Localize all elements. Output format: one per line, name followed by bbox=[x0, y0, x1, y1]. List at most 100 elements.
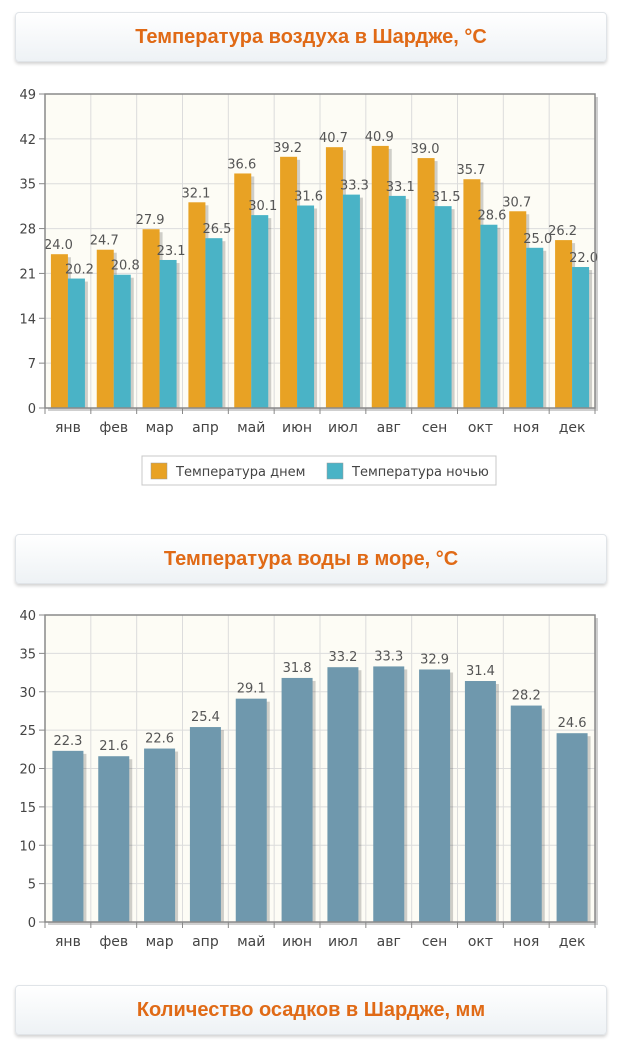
y-tick-label: 14 bbox=[19, 312, 36, 327]
water-temperature-header: Температура воды в море, °C bbox=[15, 534, 607, 584]
air-temperature-chart: 0 7 14 21 28 35 42 49 янв фев мар апр май июн июл авг се… bbox=[19, 88, 598, 486]
data-label: 22.0 bbox=[569, 251, 598, 266]
bar-night bbox=[113, 274, 131, 408]
data-label: 33.3 bbox=[340, 179, 369, 194]
x-tick-label: янв bbox=[55, 934, 81, 950]
air-temperature-title: Температура воздуха в Шардже, °C bbox=[135, 25, 487, 48]
data-label: 21.6 bbox=[99, 739, 128, 754]
air-temperature-header: Температура воздуха в Шардже, °C bbox=[15, 12, 607, 62]
data-label: 29.1 bbox=[237, 682, 266, 697]
data-label: 20.2 bbox=[65, 263, 94, 278]
plot-border bbox=[44, 614, 596, 923]
data-label: 27.9 bbox=[136, 213, 165, 228]
x-tick-label: окт bbox=[468, 934, 493, 950]
bar-day bbox=[509, 211, 527, 408]
bar-day bbox=[463, 179, 481, 408]
data-label: 33.2 bbox=[328, 650, 357, 665]
y-tick-label: 35 bbox=[19, 647, 36, 662]
data-label: 23.1 bbox=[157, 244, 186, 259]
bar-day bbox=[280, 156, 298, 408]
bar-night bbox=[159, 259, 177, 408]
bar-day bbox=[325, 147, 343, 408]
bar-day bbox=[417, 158, 435, 408]
x-tick-label: май bbox=[237, 934, 265, 950]
bar-night bbox=[205, 238, 223, 408]
data-label: 26.2 bbox=[548, 224, 577, 239]
bar-water bbox=[144, 748, 176, 922]
data-label: 31.5 bbox=[432, 190, 461, 205]
x-tick-label: июл bbox=[328, 420, 358, 436]
data-label: 30.1 bbox=[248, 199, 277, 214]
plot-border bbox=[44, 93, 596, 409]
y-tick-label: 28 bbox=[19, 223, 36, 238]
bar-water bbox=[510, 705, 542, 922]
x-tick-label: мар bbox=[146, 420, 174, 436]
bar-day bbox=[371, 145, 389, 408]
x-tick-label: мар bbox=[146, 934, 174, 950]
x-tick-label: авг bbox=[377, 420, 401, 436]
y-tick-label: 30 bbox=[19, 686, 36, 701]
legend-box bbox=[141, 455, 497, 486]
bar-water bbox=[327, 667, 359, 922]
bar-night bbox=[434, 206, 452, 408]
data-label: 33.1 bbox=[386, 180, 415, 195]
bar-water bbox=[189, 727, 221, 922]
data-label: 31.6 bbox=[294, 190, 323, 205]
bar-day bbox=[188, 202, 206, 408]
data-label: 26.5 bbox=[202, 222, 231, 237]
data-label: 30.7 bbox=[502, 195, 531, 210]
bar-day bbox=[555, 240, 573, 408]
bar-water bbox=[235, 698, 267, 922]
data-label: 25.0 bbox=[523, 232, 552, 247]
data-label: 24.7 bbox=[90, 234, 119, 249]
y-tick-label: 15 bbox=[19, 801, 36, 816]
bar-water bbox=[419, 669, 451, 922]
x-tick-label: фев bbox=[99, 934, 128, 950]
data-label: 20.8 bbox=[111, 259, 140, 274]
bar-water bbox=[464, 681, 496, 922]
data-label: 40.7 bbox=[319, 131, 348, 146]
data-label: 32.1 bbox=[181, 186, 210, 201]
x-tick-label: апр bbox=[192, 420, 219, 436]
legend-swatch-day bbox=[150, 462, 168, 480]
bar-day bbox=[50, 254, 68, 408]
water-temperature-chart: 0 5 10 15 20 25 30 35 40 янв фев мар апр май июн июл авг… bbox=[19, 609, 598, 950]
x-tick-label: июл bbox=[328, 934, 358, 950]
x-tick-label: апр bbox=[192, 934, 219, 950]
bar-water bbox=[373, 666, 405, 922]
data-label: 39.0 bbox=[411, 142, 440, 157]
x-tick-label: июн bbox=[282, 934, 312, 950]
y-tick-label: 7 bbox=[28, 357, 36, 372]
x-tick-label: ноя bbox=[513, 934, 539, 950]
x-tick-label: дек bbox=[559, 420, 586, 436]
y-tick-label: 25 bbox=[19, 724, 36, 739]
y-tick-label: 49 bbox=[19, 88, 36, 103]
y-tick-label: 0 bbox=[28, 916, 36, 931]
y-tick-label: 0 bbox=[28, 402, 36, 417]
data-label: 31.8 bbox=[283, 661, 312, 676]
x-tick-label: сен bbox=[422, 934, 447, 950]
bar-night bbox=[572, 267, 590, 408]
bar-water bbox=[52, 750, 84, 922]
data-label: 25.4 bbox=[191, 710, 220, 725]
bar-night bbox=[251, 215, 269, 408]
data-label: 22.6 bbox=[145, 732, 174, 747]
data-label: 40.9 bbox=[365, 130, 394, 145]
legend: Температура днем Температура ночью bbox=[141, 455, 497, 486]
bar-night bbox=[526, 247, 544, 408]
y-tick-label: 10 bbox=[19, 839, 36, 854]
x-tick-label: ноя bbox=[513, 420, 539, 436]
x-tick-label: янв bbox=[55, 420, 81, 436]
legend-swatch-night bbox=[326, 462, 344, 480]
x-tick-label: дек bbox=[559, 934, 586, 950]
y-tick-label: 20 bbox=[19, 763, 36, 778]
y-tick-label: 35 bbox=[19, 178, 36, 193]
x-tick-label: окт bbox=[468, 420, 493, 436]
y-tick-label: 42 bbox=[19, 133, 36, 148]
bar-night bbox=[297, 205, 315, 408]
x-tick-label: сен bbox=[422, 420, 447, 436]
bar-water bbox=[98, 756, 130, 922]
data-label: 39.2 bbox=[273, 141, 302, 156]
data-label: 31.4 bbox=[466, 664, 495, 679]
water-temperature-title: Температура воды в море, °C bbox=[163, 547, 459, 570]
